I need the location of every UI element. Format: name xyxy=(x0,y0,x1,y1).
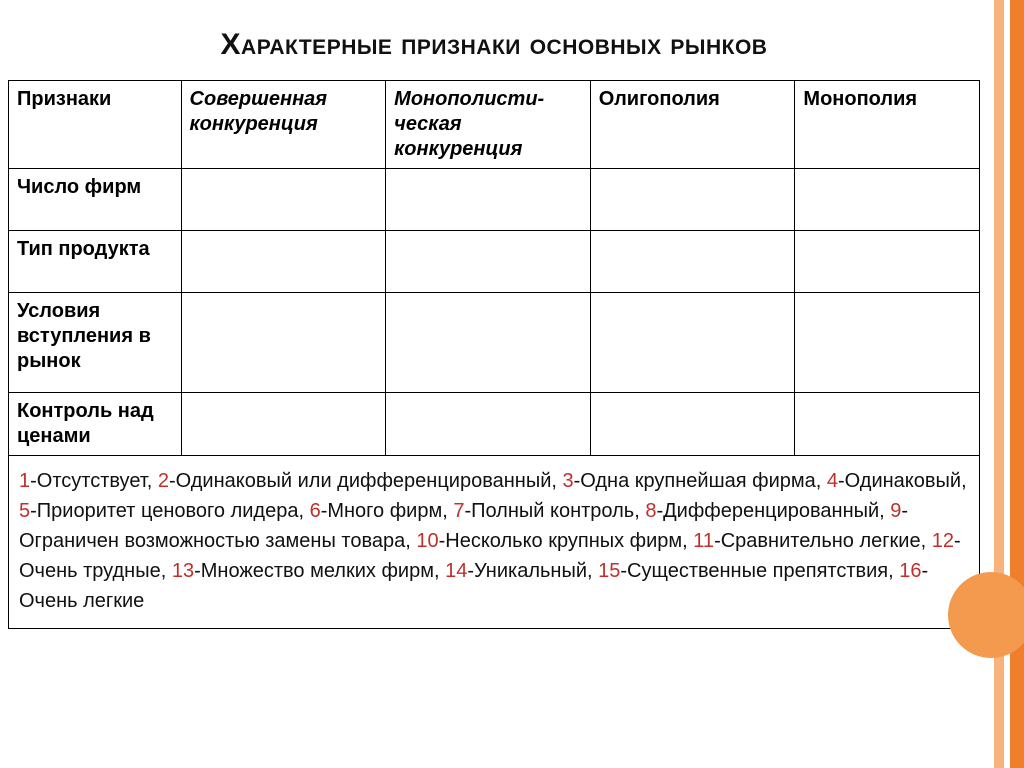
legend-number: 13 xyxy=(172,560,194,582)
cell xyxy=(795,293,980,393)
legend-text: -Приоритет ценового лидера, xyxy=(30,500,309,522)
accent-circle-icon xyxy=(948,572,1024,658)
cell xyxy=(181,293,386,393)
market-table: Признаки Совершенная конкуренция Монопол… xyxy=(8,80,980,456)
legend-text: -Несколько крупных фирм, xyxy=(439,530,694,552)
legend-number: 6 xyxy=(310,500,321,522)
col-monopolisticheskaya: Монополисти-ческая конкуренция xyxy=(386,81,591,169)
row-kontrol-cen: Контроль над ценами xyxy=(9,393,182,456)
cell xyxy=(386,293,591,393)
legend-number: 4 xyxy=(827,470,838,492)
cell xyxy=(590,393,795,456)
legend-number: 1 xyxy=(19,470,30,492)
cell xyxy=(181,231,386,293)
table-row: Число фирм xyxy=(9,169,980,231)
cell xyxy=(181,393,386,456)
table-row: Контроль над ценами xyxy=(9,393,980,456)
legend-text: -Дифференцированный, xyxy=(656,500,890,522)
cell xyxy=(590,231,795,293)
cell xyxy=(795,231,980,293)
slide: Характерные признаки основных рынков При… xyxy=(0,0,988,768)
table-row: Тип продукта xyxy=(9,231,980,293)
legend-number: 5 xyxy=(19,500,30,522)
page-title: Характерные признаки основных рынков xyxy=(8,28,980,62)
col-priznaki: Признаки xyxy=(9,81,182,169)
legend-text: -Существенные препятствия, xyxy=(620,560,899,582)
legend-text: -Сравнительно легкие, xyxy=(714,530,932,552)
cell xyxy=(590,169,795,231)
legend-number: 16 xyxy=(899,560,921,582)
legend-text: -Одна крупнейшая фирма, xyxy=(574,470,827,492)
legend-number: 15 xyxy=(598,560,620,582)
legend-text: -Множество мелких фирм, xyxy=(194,560,445,582)
legend-number: 14 xyxy=(445,560,467,582)
cell xyxy=(386,393,591,456)
legend-text: -Одинаковый, xyxy=(838,470,967,492)
row-chislo-firm: Число фирм xyxy=(9,169,182,231)
legend-text: -Одинаковый или дифференцированный, xyxy=(169,470,563,492)
row-tip-produkta: Тип продукта xyxy=(9,231,182,293)
legend-number: 8 xyxy=(645,500,656,522)
legend-number: 7 xyxy=(453,500,464,522)
table-header-row: Признаки Совершенная конкуренция Монопол… xyxy=(9,81,980,169)
legend-text: -Уникальный, xyxy=(467,560,598,582)
col-sovershennaya: Совершенная конкуренция xyxy=(181,81,386,169)
cell xyxy=(795,393,980,456)
col-monopoliya: Монополия xyxy=(795,81,980,169)
legend-number: 9 xyxy=(890,500,901,522)
cell xyxy=(181,169,386,231)
row-usloviya-vstupleniya: Условия вступления в рынок xyxy=(9,293,182,393)
cell xyxy=(386,231,591,293)
legend-text: -Отсутствует, xyxy=(30,470,158,492)
table-row: Условия вступления в рынок xyxy=(9,293,980,393)
cell xyxy=(590,293,795,393)
legend-box: 1-Отсутствует, 2-Одинаковый или дифферен… xyxy=(8,456,980,629)
cell xyxy=(386,169,591,231)
legend-number: 3 xyxy=(562,470,573,492)
legend-number: 11 xyxy=(693,530,714,552)
legend-text: -Много фирм, xyxy=(321,500,454,522)
cell xyxy=(795,169,980,231)
legend-number: 10 xyxy=(416,530,438,552)
col-oligopoliya: Олигополия xyxy=(590,81,795,169)
legend-text: -Полный контроль, xyxy=(464,500,645,522)
legend-number: 12 xyxy=(932,530,954,552)
legend-number: 2 xyxy=(158,470,169,492)
